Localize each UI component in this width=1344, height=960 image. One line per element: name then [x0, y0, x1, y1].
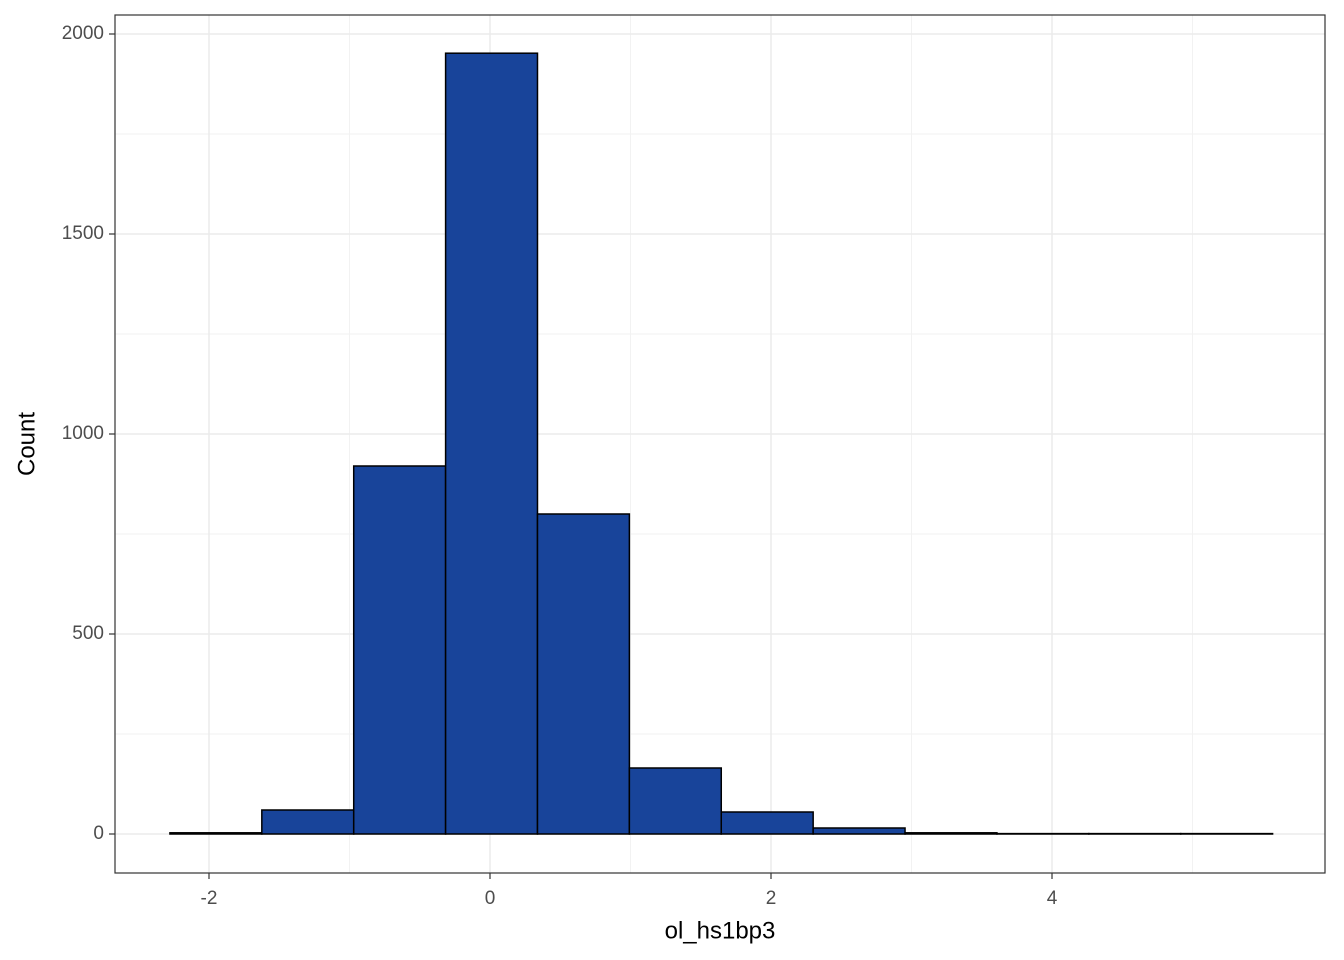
panel-border — [114, 14, 1326, 874]
bar — [169, 832, 263, 835]
bar — [261, 809, 355, 835]
y-tick-label: 1000 — [62, 423, 104, 444]
bar — [628, 767, 723, 835]
x-tick-label: 0 — [485, 888, 496, 909]
bar — [444, 52, 539, 835]
y-tick-label: 2000 — [62, 23, 104, 44]
x-axis-title: ol_hs1bp3 — [665, 917, 776, 944]
bar — [720, 811, 814, 835]
bar — [536, 513, 631, 835]
y-tick-label: 0 — [93, 823, 104, 844]
y-tick-label: 500 — [72, 623, 104, 644]
x-tick-label: 4 — [1047, 888, 1058, 909]
bar — [812, 827, 906, 835]
bar — [904, 832, 998, 835]
x-tick-label: -2 — [201, 888, 218, 909]
y-axis-title: Count — [13, 412, 40, 476]
bar — [352, 465, 447, 835]
x-tick-label: 2 — [766, 888, 777, 909]
y-tick-label: 1500 — [62, 223, 104, 244]
